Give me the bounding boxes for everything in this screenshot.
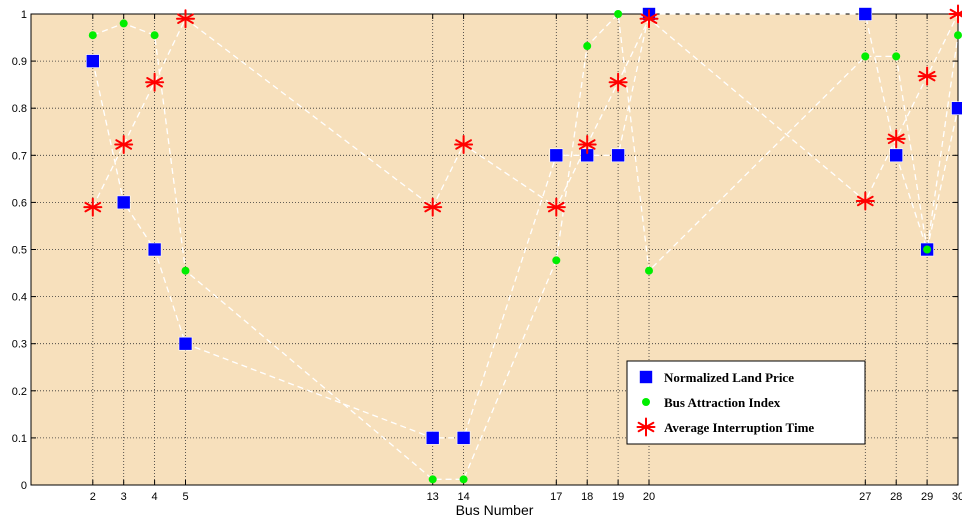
x-tick-label: 30 bbox=[952, 491, 962, 503]
y-tick-label: 0.5 bbox=[12, 245, 27, 257]
data-point bbox=[145, 72, 165, 92]
x-tick-label: 17 bbox=[550, 491, 562, 503]
data-point bbox=[116, 195, 131, 210]
data-point bbox=[119, 19, 128, 28]
axes-box bbox=[30, 13, 959, 486]
y-tick-label: 0.6 bbox=[12, 197, 27, 209]
data-point bbox=[861, 52, 870, 61]
data-point bbox=[583, 42, 592, 51]
data-point bbox=[423, 197, 443, 217]
data-point bbox=[454, 134, 474, 154]
data-point bbox=[549, 148, 564, 163]
x-tick-label: 14 bbox=[457, 491, 469, 503]
legend-label: Bus Attraction Index bbox=[664, 395, 781, 410]
legend-marker bbox=[636, 417, 656, 437]
data-point bbox=[83, 197, 103, 217]
x-tick-label: 20 bbox=[643, 491, 655, 503]
data-point bbox=[552, 256, 561, 265]
data-point bbox=[917, 66, 937, 86]
x-tick-label: 19 bbox=[612, 491, 624, 503]
data-point bbox=[892, 52, 901, 61]
legend: Normalized Land Price Bus Attraction Inde… bbox=[626, 360, 866, 445]
x-tick-label: 2 bbox=[90, 491, 96, 503]
data-point bbox=[855, 191, 875, 211]
data-point bbox=[178, 336, 193, 351]
x-axis-title: Bus Number bbox=[456, 502, 534, 518]
x-tick-labels: 2 3 4 5 13 14 17 18 19 20 27 28 29 30 bbox=[90, 491, 962, 503]
legend-box bbox=[626, 360, 866, 445]
data-point bbox=[889, 148, 904, 163]
x-tick-label: 5 bbox=[182, 491, 188, 503]
y-tick-label: 0 bbox=[21, 480, 27, 492]
data-point bbox=[577, 134, 597, 154]
x-tick-label: 29 bbox=[921, 491, 933, 503]
grid bbox=[30, 13, 959, 486]
y-tick-label: 1 bbox=[21, 9, 27, 21]
legend-label: Normalized Land Price bbox=[664, 370, 794, 385]
data-point bbox=[114, 134, 134, 154]
series-line-2 bbox=[92, 12, 959, 480]
data-point bbox=[611, 148, 625, 163]
data-point bbox=[459, 475, 468, 484]
data-point bbox=[546, 197, 566, 217]
data-point bbox=[147, 242, 162, 257]
data-point bbox=[456, 431, 471, 445]
data-point bbox=[181, 266, 190, 275]
x-tick-label: 18 bbox=[581, 491, 593, 503]
data-point bbox=[86, 54, 100, 68]
data-point bbox=[948, 4, 962, 24]
y-tick-label: 0.1 bbox=[12, 433, 27, 445]
data-point bbox=[639, 9, 659, 29]
data-point bbox=[150, 31, 159, 40]
data-point bbox=[88, 31, 97, 40]
y-tick-label: 0.7 bbox=[12, 150, 27, 162]
data-point bbox=[176, 9, 195, 29]
data-point bbox=[428, 475, 437, 484]
y-tick-label: 0.8 bbox=[12, 103, 27, 115]
legend-marker bbox=[639, 370, 653, 384]
x-tick-label: 13 bbox=[427, 491, 439, 503]
data-point bbox=[923, 245, 932, 254]
y-tick-label: 0.9 bbox=[12, 56, 27, 68]
data-point bbox=[614, 10, 623, 18]
y-tick-label: 0.3 bbox=[12, 339, 27, 351]
y-tick-label: 0.2 bbox=[12, 386, 27, 398]
data-point bbox=[425, 431, 440, 445]
data-point bbox=[954, 31, 962, 40]
legend-label: Average Interruption Time bbox=[664, 420, 814, 435]
data-point bbox=[951, 101, 962, 115]
x-tick-label: 28 bbox=[890, 491, 902, 503]
x-tick-label: 27 bbox=[859, 491, 871, 503]
data-point bbox=[886, 129, 906, 149]
data-point bbox=[608, 72, 628, 92]
x-tick-label: 3 bbox=[121, 491, 127, 503]
y-tick-label: 0.4 bbox=[12, 292, 27, 304]
x-tick-label: 4 bbox=[152, 491, 158, 503]
series-markers bbox=[83, 4, 962, 484]
data-point bbox=[858, 7, 873, 21]
data-point bbox=[645, 266, 653, 275]
y-tick-labels: 0 0.1 0.2 0.3 0.4 0.5 0.6 0.7 0.8 0.9 1 bbox=[12, 9, 27, 492]
legend-marker bbox=[642, 398, 650, 406]
